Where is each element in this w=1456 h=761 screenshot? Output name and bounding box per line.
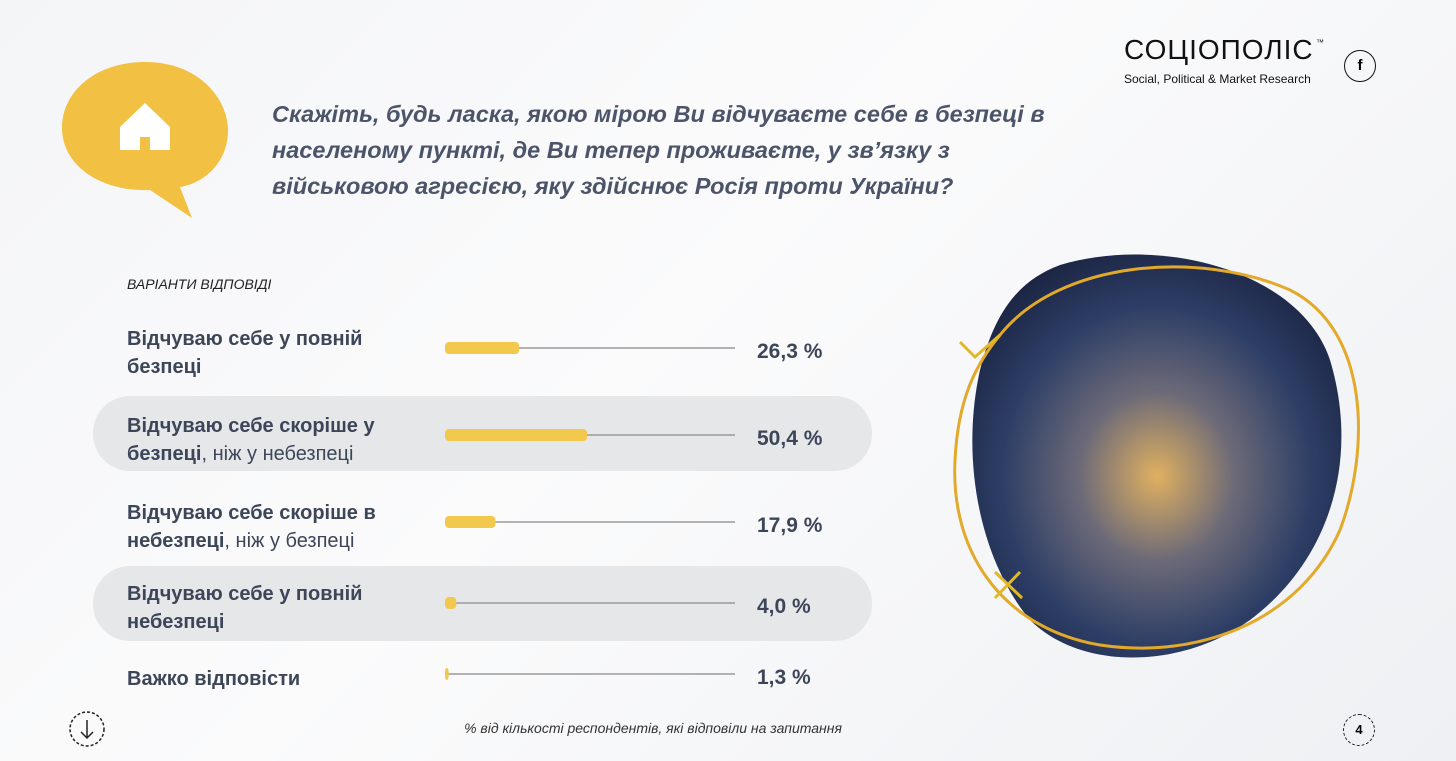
brand: СОЦІОПОЛІС xyxy=(1124,34,1314,65)
house-icon xyxy=(120,103,170,150)
tagline: Social, Political & Market Research xyxy=(1124,72,1311,86)
bar xyxy=(445,597,457,609)
arrow xyxy=(80,720,94,740)
city-photo xyxy=(972,254,1342,658)
trademark: ™ xyxy=(1316,38,1324,47)
category-label: Відчуваю себе скоріше в небезпеці, ніж у… xyxy=(127,502,376,552)
scroll-icon[interactable] xyxy=(69,711,105,747)
bar xyxy=(445,342,520,354)
bar xyxy=(445,429,588,441)
bar xyxy=(445,516,496,528)
footnote: % від кількості респондентів, які відпов… xyxy=(464,720,842,736)
category-label: Відчуваю себе у повній небезпеці xyxy=(127,583,363,633)
category-label: Відчуваю себе скоріше у безпеці, ніж у н… xyxy=(127,415,375,465)
page-number: 4 xyxy=(1343,714,1375,746)
facebook-link[interactable]: f xyxy=(1344,50,1376,82)
value-label: 1,3 % xyxy=(757,666,811,689)
ring xyxy=(953,265,1360,650)
speech-bubble xyxy=(62,62,228,218)
subtitle: ВАРІАНТИ ВІДПОВІДІ xyxy=(127,276,272,292)
decor xyxy=(958,333,1024,600)
value-label: 50,4 % xyxy=(757,427,823,450)
value-label: 26,3 % xyxy=(757,340,823,363)
value-label: 4,0 % xyxy=(757,595,811,618)
category-label: Важко відповісти xyxy=(127,668,301,690)
question: Скажіть, будь ласка, якою мірою Ви відчу… xyxy=(272,101,1045,199)
value-label: 17,9 % xyxy=(757,514,823,537)
category-label: Відчуваю себе у повній безпеці xyxy=(127,328,363,378)
bar xyxy=(445,668,449,680)
